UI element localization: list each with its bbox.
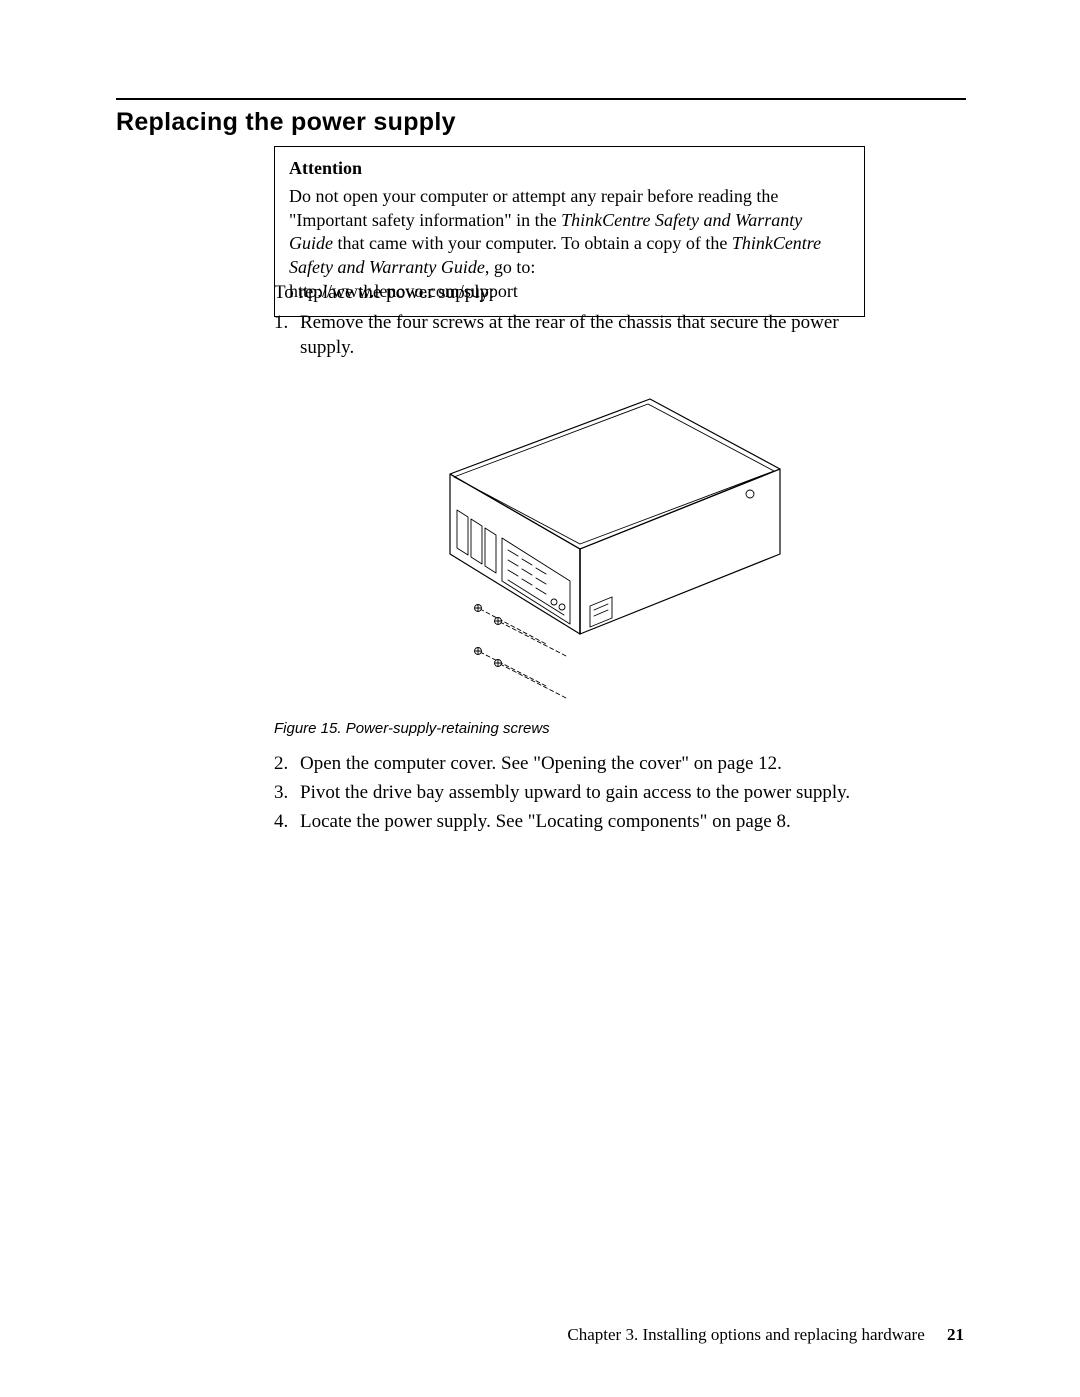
step-number: 3.: [274, 780, 300, 805]
step-text: Pivot the drive bay assembly upward to g…: [300, 782, 850, 803]
step-number: 2.: [274, 751, 300, 776]
step-number: 1.: [274, 310, 300, 335]
figure-illustration: [274, 374, 865, 714]
page-footer: Chapter 3. Installing options and replac…: [567, 1325, 964, 1345]
document-page: Replacing the power supply Attention Do …: [0, 0, 1080, 1397]
steps-list-continued: 2.Open the computer cover. See "Opening …: [274, 751, 865, 834]
section-heading: Replacing the power supply: [116, 108, 456, 137]
step-4: 4.Locate the power supply. See "Locating…: [274, 809, 865, 834]
step-text: Remove the four screws at the rear of th…: [300, 312, 839, 358]
step-text: Open the computer cover. See "Opening th…: [300, 753, 782, 774]
attention-text: that came with your computer. To obtain …: [333, 233, 732, 253]
figure-wrap: Figure 15. Power-supply-retaining screws: [274, 374, 865, 737]
step-1: 1.Remove the four screws at the rear of …: [274, 310, 865, 360]
footer-chapter: Chapter 3. Installing options and replac…: [567, 1325, 924, 1344]
intro-text: To replace the power supply:: [274, 282, 865, 304]
attention-text: , go to:: [485, 257, 536, 277]
step-2: 2.Open the computer cover. See "Opening …: [274, 751, 865, 776]
steps-list: 1.Remove the four screws at the rear of …: [274, 310, 865, 360]
footer-page-number: 21: [947, 1325, 964, 1344]
figure-caption: Figure 15. Power-supply-retaining screws: [274, 720, 865, 737]
chassis-svg: [330, 374, 810, 714]
attention-title: Attention: [289, 157, 850, 181]
content-block: To replace the power supply: 1.Remove th…: [274, 282, 865, 838]
top-rule: [116, 98, 966, 100]
step-3: 3.Pivot the drive bay assembly upward to…: [274, 780, 865, 805]
step-number: 4.: [274, 809, 300, 834]
step-text: Locate the power supply. See "Locating c…: [300, 811, 791, 832]
